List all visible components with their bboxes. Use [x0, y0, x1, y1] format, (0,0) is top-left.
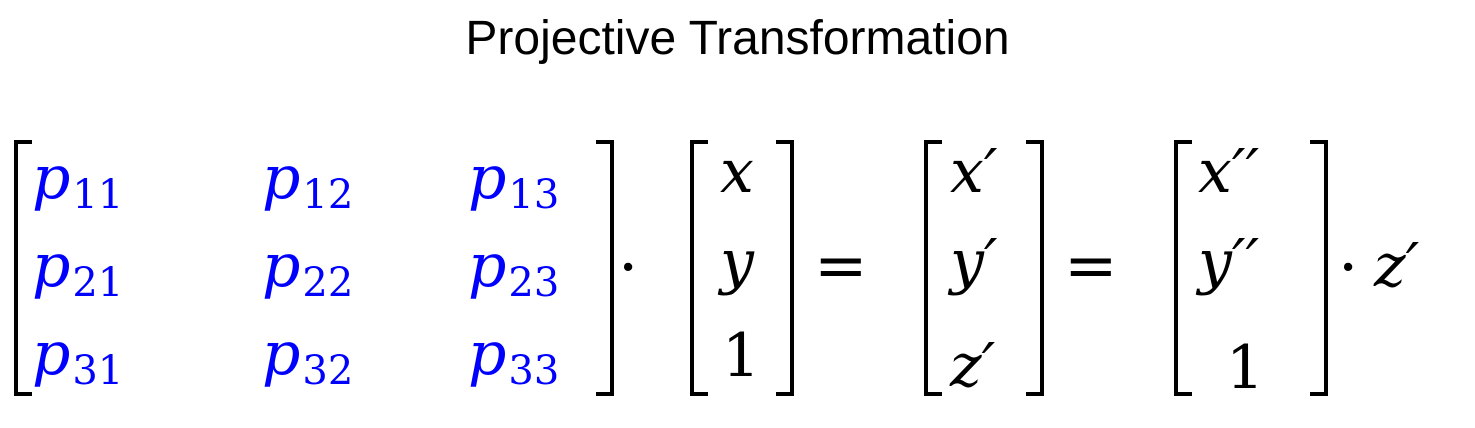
equals-sign-2: = — [1064, 229, 1118, 303]
normalized-vector-left-bracket — [1172, 140, 1194, 396]
output-vector-x-prime: x′ — [950, 137, 998, 207]
output-vector-right-bracket — [1024, 140, 1046, 396]
matrix-cell-p13: p13 — [468, 143, 560, 218]
matrix-cell-p32: p32 — [262, 319, 354, 394]
matrix-cell-p23: p23 — [468, 231, 560, 306]
matrix-cell-p21: p21 — [32, 231, 124, 306]
input-vector-y: y — [720, 227, 754, 297]
normalized-vector-y-double-prime: y′′ — [1198, 227, 1260, 297]
matrix-right-bracket — [594, 140, 616, 396]
input-vector-one: 1 — [722, 321, 761, 391]
input-vector-x: x — [720, 137, 754, 207]
dot-operator-2: · — [1338, 231, 1359, 305]
equals-sign-1: = — [814, 229, 868, 303]
normalized-vector-right-bracket — [1308, 140, 1330, 396]
input-vector-right-bracket — [774, 140, 796, 396]
page-title: Projective Transformation — [465, 12, 1010, 65]
output-vector-left-bracket — [922, 140, 944, 396]
normalized-vector-one: 1 — [1226, 333, 1265, 403]
scale-factor-z-prime: z′ — [1374, 231, 1420, 301]
matrix-cell-p22: p22 — [262, 231, 354, 306]
matrix-cell-p11: p11 — [32, 143, 124, 218]
output-vector-y-prime: y′ — [950, 227, 998, 297]
output-vector-z-prime: z′ — [950, 331, 996, 401]
matrix-cell-p33: p33 — [468, 319, 560, 394]
matrix-cell-p12: p12 — [262, 143, 354, 218]
input-vector-left-bracket — [688, 140, 710, 396]
dot-operator-1: · — [618, 231, 639, 305]
matrix-cell-p31: p31 — [32, 319, 124, 394]
matrix-left-bracket — [12, 140, 34, 396]
normalized-vector-x-double-prime: x′′ — [1198, 137, 1260, 207]
